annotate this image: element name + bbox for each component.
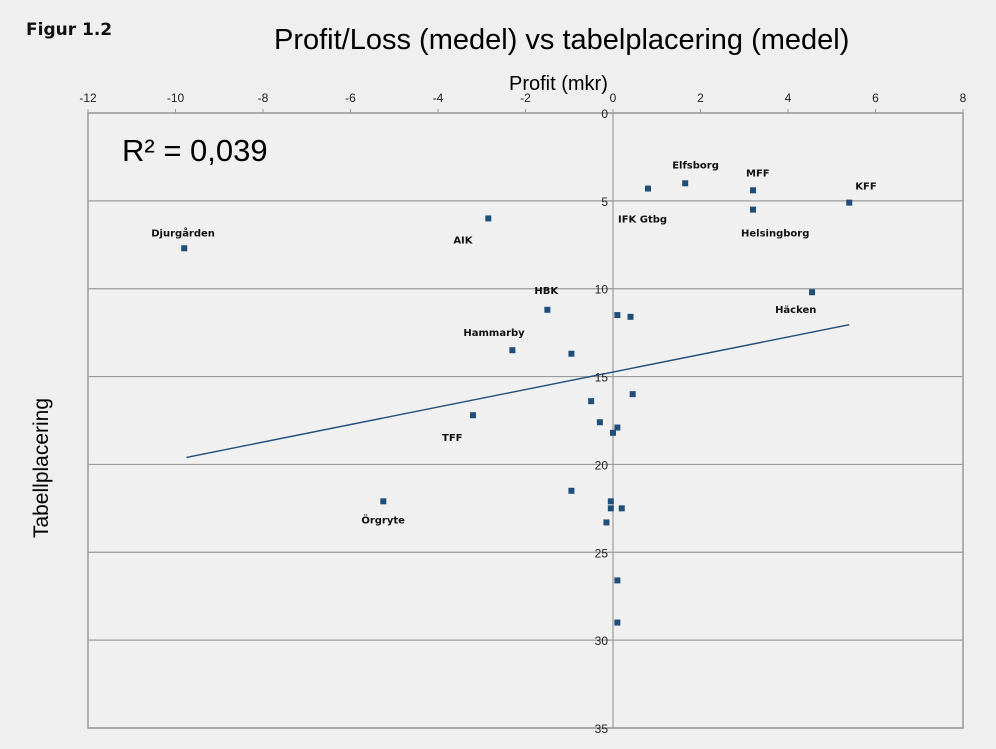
data-point — [809, 289, 816, 296]
point-label: IFK Gtbg — [618, 215, 667, 226]
data-point — [181, 245, 188, 252]
data-point — [610, 429, 616, 436]
point-label: Örgryte — [361, 512, 405, 526]
data-point — [627, 313, 634, 320]
y-tick-label: 0 — [601, 107, 608, 121]
x-tick-label: -8 — [258, 91, 269, 105]
figure-label: Figur 1.2 — [26, 20, 113, 40]
x-tick-label: 8 — [960, 91, 967, 105]
x-tick-label: 0 — [610, 91, 617, 105]
y-tick-label: 25 — [595, 546, 609, 560]
data-point — [750, 187, 756, 194]
data-point — [645, 185, 651, 192]
data-point — [470, 412, 476, 419]
data-point — [380, 498, 387, 505]
data-point — [607, 498, 614, 505]
x-tick-label: 2 — [697, 91, 704, 105]
chart-title: Profit/Loss (medel) vs tabelplacering (m… — [274, 24, 850, 56]
point-label: MFF — [746, 168, 770, 179]
data-point — [618, 505, 625, 512]
x-axis-label: Profit (mkr) — [509, 73, 608, 95]
y-tick-label: 30 — [595, 634, 609, 648]
y-tick-label: 35 — [595, 722, 609, 736]
data-point — [614, 619, 621, 626]
point-label: Häcken — [775, 305, 816, 316]
point-label: AIK — [453, 235, 473, 246]
plot-area — [87, 112, 964, 729]
x-tick-label: 6 — [872, 91, 879, 105]
data-point — [603, 519, 610, 526]
y-tick-label: 10 — [595, 283, 609, 297]
x-tick-label: -6 — [345, 91, 356, 105]
data-point — [614, 312, 621, 319]
data-point — [682, 180, 689, 187]
trendline — [186, 324, 850, 459]
data-point — [846, 199, 853, 206]
data-point — [568, 350, 575, 357]
r-squared-annotation: R² = 0,039 — [122, 133, 268, 168]
point-label: Elfsborg — [672, 160, 719, 171]
data-point — [568, 487, 575, 494]
data-point — [614, 424, 621, 431]
y-tick-label: 5 — [601, 195, 608, 209]
data-point — [750, 206, 756, 213]
point-label: KFF — [855, 182, 876, 193]
data-point — [607, 505, 614, 512]
data-point — [544, 306, 551, 313]
x-tick-label: -10 — [167, 91, 185, 105]
data-point — [596, 419, 603, 426]
data-point — [614, 577, 621, 584]
point-label: Helsingborg — [741, 229, 809, 240]
point-label: Hammarby — [463, 328, 525, 339]
x-tick-label: -12 — [79, 91, 97, 105]
x-tick-label: -2 — [520, 91, 531, 105]
point-label: TFF — [442, 433, 462, 444]
x-tick-label: -4 — [433, 91, 444, 105]
point-label: HBK — [534, 286, 559, 297]
data-point — [629, 391, 636, 398]
x-tick-label: 4 — [785, 91, 792, 105]
y-axis-label: Tabellplacering — [30, 397, 53, 539]
data-point — [509, 347, 516, 354]
y-tick-label: 20 — [595, 458, 609, 472]
data-point — [485, 215, 492, 222]
point-label: Djurgården — [151, 226, 215, 239]
data-point — [588, 398, 595, 405]
